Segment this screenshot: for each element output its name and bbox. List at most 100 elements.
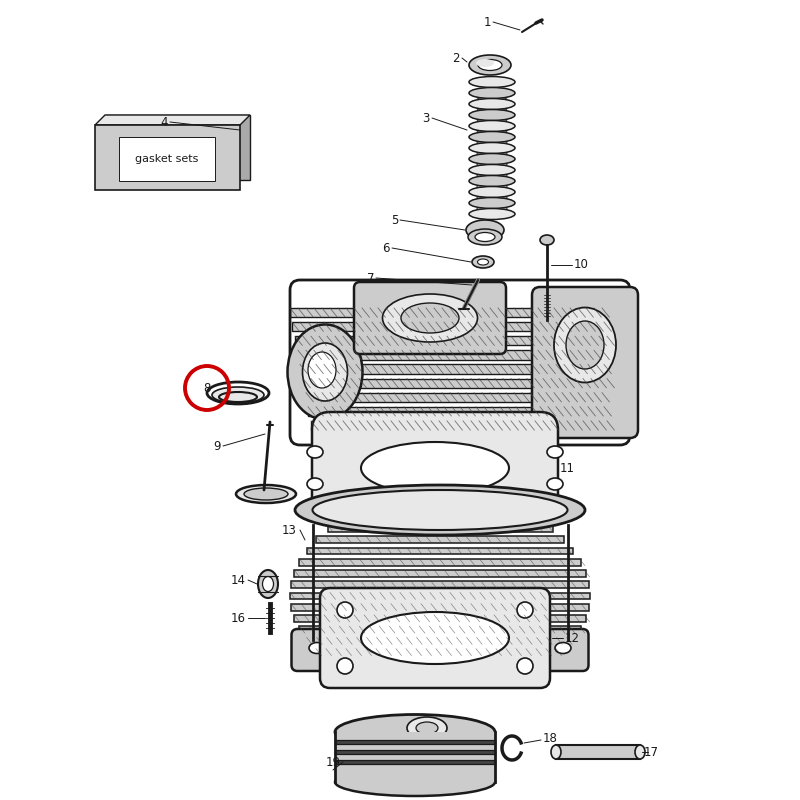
Bar (335, 750, 495, 754)
Ellipse shape (477, 149, 507, 157)
Ellipse shape (469, 98, 515, 110)
Bar (335, 732, 495, 782)
Ellipse shape (308, 352, 336, 388)
Ellipse shape (477, 138, 507, 146)
Text: 2: 2 (453, 51, 460, 65)
Ellipse shape (469, 142, 515, 154)
Ellipse shape (457, 307, 471, 317)
Bar (291, 582, 589, 588)
Bar (306, 393, 610, 402)
Text: 7: 7 (366, 271, 374, 285)
Bar (303, 378, 610, 388)
FancyBboxPatch shape (312, 412, 558, 523)
Ellipse shape (476, 59, 494, 67)
Text: 16: 16 (231, 611, 246, 625)
Bar (316, 649, 564, 655)
Bar (295, 336, 610, 346)
Bar (294, 570, 586, 577)
Ellipse shape (477, 93, 507, 101)
Ellipse shape (361, 442, 509, 494)
Ellipse shape (469, 121, 515, 131)
Ellipse shape (472, 256, 494, 268)
Bar (299, 558, 581, 566)
Ellipse shape (477, 126, 507, 134)
Ellipse shape (469, 154, 515, 165)
Ellipse shape (262, 577, 274, 591)
FancyBboxPatch shape (291, 629, 589, 671)
Ellipse shape (469, 198, 515, 209)
Ellipse shape (335, 714, 495, 750)
Text: 9: 9 (214, 439, 221, 453)
Ellipse shape (477, 104, 507, 112)
Ellipse shape (469, 165, 515, 175)
Ellipse shape (477, 115, 507, 123)
Text: 6: 6 (382, 242, 390, 254)
Text: 8: 8 (203, 382, 210, 394)
Ellipse shape (469, 110, 515, 121)
Bar (335, 740, 495, 744)
Bar (290, 308, 610, 317)
Ellipse shape (551, 745, 561, 759)
Ellipse shape (309, 642, 325, 654)
Bar (294, 615, 586, 622)
Ellipse shape (244, 488, 288, 500)
Circle shape (337, 658, 353, 674)
Ellipse shape (477, 194, 507, 202)
Ellipse shape (468, 229, 502, 245)
Ellipse shape (469, 209, 515, 219)
Circle shape (517, 602, 533, 618)
Bar (335, 760, 495, 764)
Text: 14: 14 (231, 574, 246, 586)
Ellipse shape (477, 205, 507, 213)
Bar (300, 365, 610, 374)
Ellipse shape (635, 745, 645, 759)
Ellipse shape (307, 446, 323, 458)
Bar (311, 421, 610, 430)
Ellipse shape (313, 490, 567, 530)
Ellipse shape (466, 220, 504, 240)
Ellipse shape (469, 131, 515, 142)
Bar (316, 536, 564, 543)
Text: gasket sets: gasket sets (135, 154, 198, 164)
Bar (291, 604, 589, 610)
Text: 1: 1 (483, 15, 491, 29)
Ellipse shape (361, 612, 509, 664)
Text: 3: 3 (422, 111, 430, 125)
Bar (290, 593, 590, 599)
Ellipse shape (302, 343, 347, 401)
Bar (306, 547, 574, 554)
FancyBboxPatch shape (354, 282, 506, 354)
Ellipse shape (477, 182, 507, 190)
Text: 17: 17 (644, 746, 659, 758)
Polygon shape (95, 115, 250, 125)
Ellipse shape (547, 478, 563, 490)
Ellipse shape (469, 87, 515, 98)
Bar (306, 638, 574, 644)
Text: 5: 5 (390, 214, 398, 226)
Ellipse shape (258, 570, 278, 598)
Ellipse shape (407, 717, 447, 739)
Bar (335, 740, 495, 744)
Ellipse shape (295, 485, 585, 535)
Circle shape (337, 602, 353, 618)
Ellipse shape (540, 235, 554, 245)
Bar (308, 406, 610, 416)
Bar (335, 760, 495, 764)
Bar (335, 750, 495, 754)
Ellipse shape (477, 171, 507, 179)
Ellipse shape (335, 768, 495, 796)
Ellipse shape (287, 325, 362, 419)
Polygon shape (105, 115, 250, 180)
Ellipse shape (566, 321, 604, 369)
Ellipse shape (469, 77, 515, 87)
Text: 12: 12 (565, 631, 580, 645)
Text: 13: 13 (282, 523, 297, 537)
Bar (299, 626, 581, 633)
Bar (556, 745, 640, 759)
Ellipse shape (478, 59, 502, 70)
Bar (292, 322, 610, 331)
Text: 11: 11 (560, 462, 575, 474)
Ellipse shape (469, 175, 515, 186)
Ellipse shape (416, 722, 438, 734)
Ellipse shape (236, 485, 296, 503)
